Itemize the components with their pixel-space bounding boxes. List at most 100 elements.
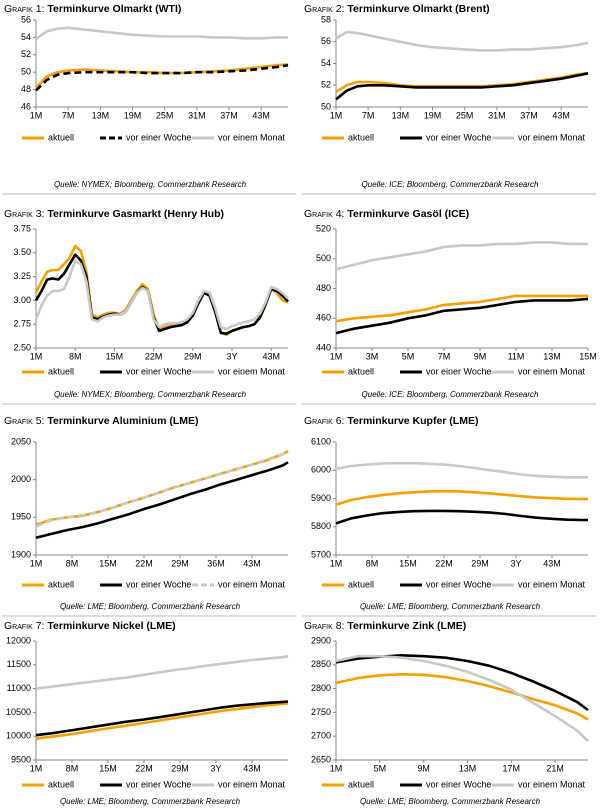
- chart-title: Grafik 4: Terminkurve Gasöl (ICE): [304, 208, 469, 220]
- x-tick-label: 22M: [135, 558, 153, 568]
- series-line: [35, 654, 289, 690]
- chart-label: Grafik 8:: [304, 620, 344, 632]
- chart-label: Grafik 6:: [304, 415, 344, 427]
- chart-source: Quelle: NYMEX; Bloomberg, Commerzbank Re…: [54, 390, 247, 399]
- chart-source: Quelle: ICE; Bloomberg, Commerzbank Rese…: [362, 180, 540, 189]
- y-tick-label: 12000: [6, 635, 31, 645]
- x-tick-label: 8M: [69, 351, 82, 361]
- y-tick-label: 2.75: [13, 319, 31, 329]
- legend-label: vor einer Woche: [126, 366, 191, 376]
- y-tick-label: 50: [321, 101, 331, 111]
- y-tick-label: 2000: [11, 474, 31, 484]
- legend-label: vor einem Monat: [518, 779, 586, 789]
- legend-label: vor einer Woche: [126, 779, 191, 789]
- x-tick-label: 15M: [399, 558, 417, 568]
- y-tick-label: 2700: [311, 731, 331, 741]
- series-line: [335, 654, 589, 712]
- y-tick-label: 2900: [311, 635, 331, 645]
- x-tick-label: 15M: [579, 351, 597, 361]
- x-tick-label: 11M: [508, 351, 525, 361]
- chart-label: Grafik 7:: [4, 620, 44, 632]
- chart-heading: Terminkurve Gasmarkt (Henry Hub): [47, 208, 224, 220]
- chart-source: Quelle: LME; Bloomberg, Commerzbank Rese…: [60, 602, 241, 611]
- series-line: [335, 509, 588, 525]
- x-tick-label: 43M: [252, 110, 270, 120]
- y-tick-label: 5900: [311, 493, 331, 503]
- y-tick-label: 460: [316, 313, 331, 323]
- x-tick-label: 31M: [188, 110, 206, 120]
- x-tick-label: 22M: [435, 558, 453, 568]
- x-tick-label: 1M: [330, 763, 343, 773]
- legend-label: vor einer Woche: [426, 132, 491, 142]
- x-tick-label: 3Y: [510, 558, 521, 568]
- chart-title: Grafik 7: Terminkurve Nickel (LME): [4, 620, 176, 632]
- chart-heading: Terminkurve Olmarkt (WTI): [47, 3, 181, 15]
- x-tick-label: 19M: [124, 110, 142, 120]
- y-tick-label: 10000: [6, 731, 31, 741]
- legend-label: vor einem Monat: [518, 132, 586, 142]
- x-tick-label: 1M: [30, 558, 43, 568]
- y-tick-label: 1950: [11, 512, 31, 522]
- x-tick-label: 37M: [520, 110, 538, 120]
- chart-source: Quelle: LME; Bloomberg, Commerzbank Rese…: [360, 797, 541, 806]
- legend-label: aktuell: [48, 132, 74, 142]
- legend-label: vor einer Woche: [426, 579, 491, 589]
- legend-label: vor einer Woche: [426, 779, 491, 789]
- x-tick-label: 1M: [30, 763, 43, 773]
- y-tick-label: 52: [21, 49, 31, 59]
- chart-label: Grafik 5:: [4, 415, 44, 427]
- legend-label: vor einem Monat: [218, 366, 286, 376]
- y-tick-label: 50: [21, 67, 31, 77]
- x-tick-label: 19M: [424, 110, 442, 120]
- x-tick-label: 3M: [366, 351, 379, 361]
- chart-heading: Terminkurve Olmarkt (Brent): [347, 3, 489, 15]
- chart-source: Quelle: ICE; Bloomberg, Commerzbank Rese…: [362, 390, 540, 399]
- x-tick-label: 43M: [262, 351, 280, 361]
- x-tick-label: 22M: [135, 763, 153, 773]
- x-tick-label: 22M: [145, 351, 163, 361]
- x-tick-label: 3Y: [210, 763, 221, 773]
- series-line: [35, 702, 289, 740]
- y-tick-label: 5800: [311, 521, 331, 531]
- x-tick-label: 43M: [243, 763, 261, 773]
- legend-label: vor einem Monat: [218, 132, 286, 142]
- x-tick-label: 15M: [99, 763, 117, 773]
- legend-label: aktuell: [348, 579, 374, 589]
- x-tick-label: 1M: [330, 351, 343, 361]
- x-tick-label: 29M: [171, 763, 189, 773]
- legend-label: vor einem Monat: [518, 579, 586, 589]
- x-tick-label: 8M: [366, 558, 379, 568]
- chart-label: Grafik 2:: [304, 3, 344, 15]
- legend-label: aktuell: [48, 579, 74, 589]
- legend-label: aktuell: [348, 366, 374, 376]
- legend-label: aktuell: [348, 132, 374, 142]
- x-tick-label: 17M: [503, 763, 521, 773]
- series-line: [335, 673, 589, 721]
- chart-heading: Terminkurve Zink (LME): [347, 620, 466, 632]
- x-tick-label: 1M: [30, 351, 43, 361]
- y-tick-label: 5700: [311, 549, 331, 559]
- chart-title: Grafik 1: Terminkurve Olmarkt (WTI): [4, 3, 181, 15]
- x-tick-label: 43M: [552, 110, 570, 120]
- series-line: [335, 72, 589, 101]
- x-tick-label: 29M: [184, 351, 202, 361]
- chart-label: Grafik 1:: [4, 3, 44, 15]
- x-tick-label: 13M: [92, 110, 110, 120]
- series-line: [35, 63, 289, 92]
- x-tick-label: 1M: [30, 110, 43, 120]
- series-line: [35, 63, 289, 89]
- y-tick-label: 3.00: [13, 295, 31, 305]
- x-tick-label: 13M: [543, 351, 561, 361]
- x-tick-label: 1M: [330, 110, 343, 120]
- series-line: [34, 259, 289, 331]
- y-tick-label: 6000: [311, 465, 331, 475]
- x-tick-label: 7M: [62, 110, 75, 120]
- series-line: [335, 241, 588, 271]
- y-tick-label: 6100: [311, 436, 331, 446]
- x-tick-label: 13M: [392, 110, 410, 120]
- y-tick-label: 3.25: [13, 271, 31, 281]
- y-tick-label: 1900: [11, 549, 31, 559]
- y-tick-label: 58: [321, 14, 331, 24]
- chart-title: Grafik 5: Terminkurve Aluminium (LME): [4, 415, 199, 427]
